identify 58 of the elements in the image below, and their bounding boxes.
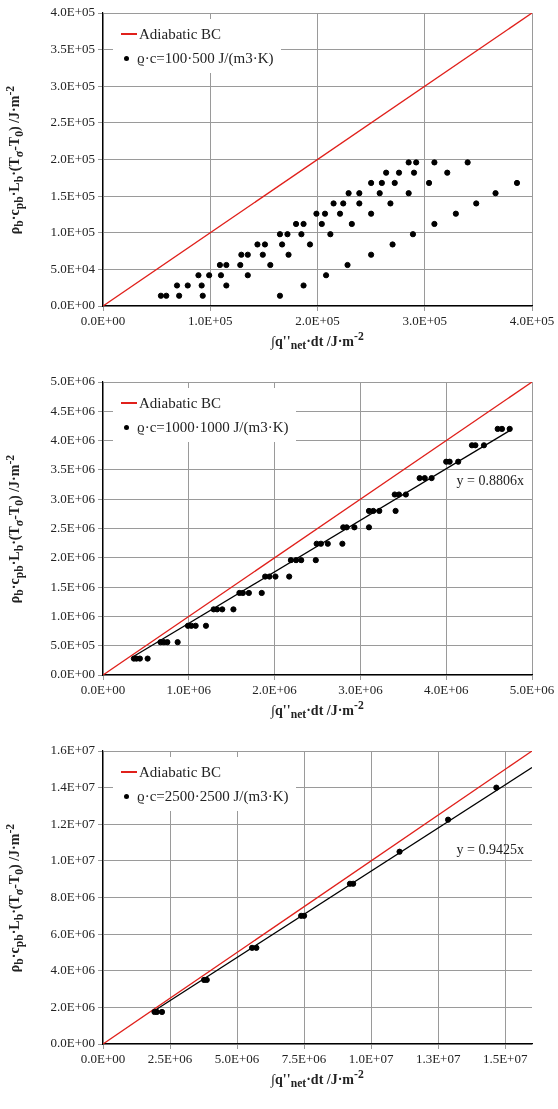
x-axis-title: ∫q''$_{net}$·dt /J·m$^{-2}$ — [271, 1068, 364, 1091]
y-tick-label: 5.0E+06 — [50, 373, 96, 389]
y-tick-label: 4.0E+06 — [50, 962, 96, 978]
y-tick-label: 5.0E+04 — [50, 260, 96, 276]
y-tick-label: 3.0E+05 — [50, 77, 95, 93]
x-axis-title: ∫q''$_{net}$·dt /J·m$^{-2}$ — [271, 699, 364, 722]
x-tick-label: 7.5E+06 — [281, 1051, 327, 1067]
x-tick-label: 1.0E+05 — [187, 313, 233, 329]
x-tick-label: 3.0E+05 — [402, 313, 448, 329]
x-tick-label: 5.0E+06 — [509, 682, 555, 698]
y-tick-label: 1.5E+05 — [50, 187, 95, 203]
y-tick-label: 0.0E+00 — [50, 1035, 95, 1051]
y-tick-label: 2.0E+05 — [50, 150, 95, 166]
y-tick-label: 1.5E+06 — [50, 578, 96, 594]
y-tick-label: 6.0E+06 — [50, 925, 96, 941]
x-tick-label: 1.5E+07 — [482, 1051, 528, 1067]
y-tick-label: 1.0E+05 — [50, 224, 95, 240]
x-tick-label: 1.3E+07 — [415, 1051, 461, 1067]
x-tick-label: 5.0E+06 — [214, 1051, 260, 1067]
x-tick-label: 1.0E+06 — [166, 682, 212, 698]
x-tick-label: 4.0E+05 — [509, 313, 555, 329]
y-tick-label: 4.0E+05 — [50, 4, 95, 20]
legend-label: Adiabatic BC — [139, 763, 222, 782]
y-tick-label: 1.4E+07 — [50, 779, 96, 795]
legend-label: Adiabatic BC — [139, 394, 222, 413]
y-tick-label: 2.5E+05 — [50, 114, 95, 130]
y-tick-label: 2.0E+06 — [50, 549, 96, 565]
legend-label: ϱ·c=100·500 J/(m3·K) — [137, 49, 274, 68]
y-tick-label: 0.0E+00 — [50, 297, 95, 313]
x-tick-label: 2.0E+05 — [295, 313, 340, 329]
y-tick-label: 3.0E+06 — [50, 490, 96, 506]
y-tick-label: 3.5E+06 — [50, 461, 96, 477]
y-tick-label: 1.2E+07 — [50, 815, 96, 831]
y-tick-label: 4.5E+06 — [50, 402, 96, 418]
legend-label: ϱ·c=2500·2500 J/(m3·K) — [137, 787, 289, 806]
x-tick-label: 4.0E+06 — [423, 682, 469, 698]
x-axis-title: ∫q''$_{net}$·dt /J·m$^{-2}$ — [271, 330, 364, 353]
legend-label: Adiabatic BC — [139, 25, 222, 44]
x-tick-label: 2.0E+06 — [252, 682, 298, 698]
x-tick-label: 0.0E+00 — [80, 682, 126, 698]
annotation: y = 0.8806x — [456, 473, 524, 489]
annotation: y = 0.9425x — [456, 842, 524, 858]
y-tick-label: 2.5E+06 — [50, 519, 96, 535]
x-tick-label: 1.0E+07 — [348, 1051, 394, 1067]
x-tick-label: 3.0E+06 — [338, 682, 384, 698]
y-tick-label: 0.0E+00 — [50, 666, 95, 682]
y-tick-label: 1.0E+07 — [50, 852, 96, 868]
y-tick-label: 1.6E+07 — [50, 742, 96, 758]
y-tick-label: 3.5E+05 — [50, 41, 95, 57]
x-tick-label: 0.0E+00 — [80, 313, 126, 329]
y-tick-label: 5.0E+05 — [50, 637, 95, 653]
y-tick-label: 4.0E+06 — [50, 432, 96, 448]
y-tick-label: 8.0E+06 — [50, 888, 96, 904]
legend-label: ϱ·c=1000·1000 J/(m3·K) — [137, 418, 289, 437]
y-tick-label: 1.0E+06 — [50, 607, 96, 623]
x-tick-label: 2.5E+06 — [147, 1051, 193, 1067]
y-tick-label: 2.0E+06 — [50, 998, 96, 1014]
x-tick-label: 0.0E+00 — [80, 1051, 126, 1067]
